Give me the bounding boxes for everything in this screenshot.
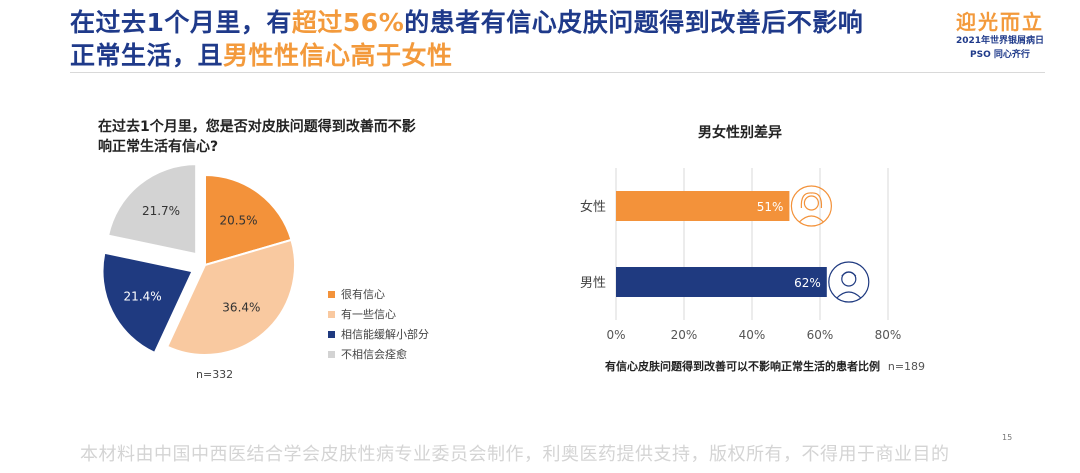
logo-tagline: PSO 同心齐行	[950, 48, 1050, 62]
footer-disclaimer: 本材料由中国中西医结合学会皮肤性病专业委员会制作，利奥医药提供支持，版权所有，不…	[80, 444, 950, 465]
page-number: 15	[1002, 433, 1013, 442]
legend-swatch	[328, 310, 335, 318]
pie-sample-size: n=332	[196, 368, 234, 381]
x-tick-label: 20%	[671, 328, 698, 342]
bar-chart: 0% 20% 40% 60% 80% 女性 51% 男性 62%	[580, 168, 902, 342]
x-tick-label: 60%	[807, 328, 834, 342]
pie-slice	[101, 251, 194, 355]
legend-label: 有一些信心	[341, 308, 396, 321]
legend-swatch	[328, 350, 335, 358]
pie-chart: 20.5% 36.4% 21.4% 21.7%	[101, 163, 296, 356]
pie-slice-label: 20.5%	[219, 213, 257, 227]
legend-item: 相信能缓解小部分	[328, 324, 429, 344]
bar-value-label: 62%	[794, 276, 821, 290]
bar-caption: 有信心皮肤问题得到改善可以不影响正常生活的患者比例 n=189	[605, 358, 925, 374]
bar	[616, 191, 790, 221]
category-label: 女性	[580, 199, 606, 215]
logo-tagline-text: 同心齐行	[993, 50, 1030, 60]
female-icon	[790, 185, 832, 227]
x-tick-label: 80%	[875, 328, 902, 342]
pie-slice	[106, 163, 198, 256]
legend-item: 很有信心	[328, 284, 429, 304]
legend-label: 不相信会痊愈	[341, 348, 407, 361]
x-tick-label: 0%	[606, 328, 625, 342]
title-divider	[70, 72, 1045, 73]
event-logo: 迎光而立 2021年世界银屑病日 PSO 同心齐行	[950, 10, 1050, 62]
category-label: 男性	[580, 276, 606, 291]
bar-value-label: 51%	[757, 200, 784, 214]
title-part-1: 在过去1个月里，有	[70, 8, 292, 37]
bar-sample-size: n=189	[887, 360, 926, 373]
logo-pso: PSO	[970, 50, 991, 60]
legend-swatch	[328, 290, 335, 298]
bar	[616, 267, 827, 297]
pie-legend: 很有信心有一些信心相信能缓解小部分 不相信会痊愈	[328, 284, 429, 364]
male-icon	[828, 261, 870, 303]
pie-slice-label: 21.7%	[142, 204, 180, 218]
x-tick-label: 40%	[739, 328, 766, 342]
bar-chart-title: 男女性别差异	[698, 125, 782, 141]
title-highlight-1: 超过56%	[291, 8, 405, 37]
legend-label: 很有信心	[341, 288, 385, 301]
legend-swatch	[328, 330, 335, 338]
pie-slice	[165, 238, 296, 356]
logo-sub-text: 2021年世界银屑病日	[955, 36, 1045, 46]
pie-question: 在过去1个月里，您是否对皮肤问题得到改善而不影响正常生活有信心?	[98, 119, 416, 155]
page-title: 在过去1个月里，有超过56%的患者有信心皮肤问题得到改善后不影响 正常生活，且男…	[70, 6, 910, 72]
title-part-3: 正常生活，且	[70, 41, 224, 70]
legend-item: 有一些信心	[328, 304, 429, 324]
pie-slice-label: 36.4%	[222, 300, 260, 314]
pie-slice	[204, 173, 293, 267]
title-part-2: 的患者有信心皮肤问题得到改善后不影响	[404, 8, 864, 37]
title-highlight-2: 男性性信心高于女性	[223, 41, 453, 70]
bar-caption-text: 有信心皮肤问题得到改善可以不影响正常生活的患者比例	[605, 360, 880, 373]
legend-item: 不相信会痊愈	[328, 344, 429, 364]
pie-slice-label: 21.4%	[124, 289, 162, 303]
legend-label: 相信能缓解小部分	[341, 328, 429, 341]
logo-main-text: 迎光而立	[956, 10, 1044, 34]
